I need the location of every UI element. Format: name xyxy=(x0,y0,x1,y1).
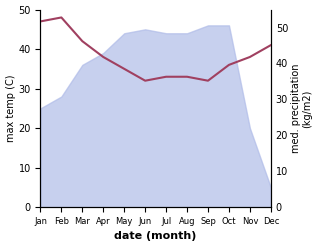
X-axis label: date (month): date (month) xyxy=(114,231,197,242)
Y-axis label: max temp (C): max temp (C) xyxy=(5,75,16,142)
Y-axis label: med. precipitation
(kg/m2): med. precipitation (kg/m2) xyxy=(291,64,313,153)
